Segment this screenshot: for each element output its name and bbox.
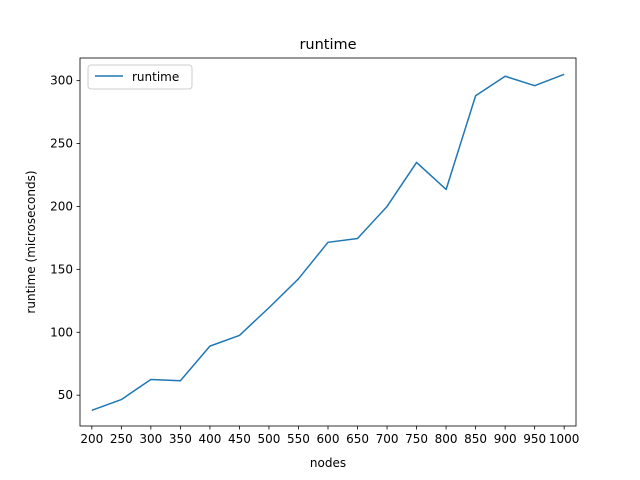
legend-label-runtime: runtime [132, 70, 179, 84]
x-tick-label: 1000 [549, 432, 580, 446]
x-tick-label: 500 [257, 432, 280, 446]
x-tick-label: 350 [169, 432, 192, 446]
x-tick-label: 650 [346, 432, 369, 446]
chart-title: runtime [299, 37, 356, 53]
y-tick-label: 100 [50, 325, 73, 339]
x-tick-label: 800 [435, 432, 458, 446]
plot-area: 200 250 300 350 400 450 500 550 600 650 700 750 800 8… [50, 57, 580, 446]
legend-frame [87, 64, 193, 90]
x-tick-label: 300 [139, 432, 162, 446]
x-tick-label: 600 [317, 432, 340, 446]
plot-frame [79, 57, 577, 427]
x-tick-label: 700 [376, 432, 399, 446]
y-tick-label: 300 [50, 74, 73, 88]
x-tick-label: 250 [110, 432, 133, 446]
x-tick-label: 900 [494, 432, 517, 446]
x-tick-label: 550 [287, 432, 310, 446]
x-tick-label: 450 [228, 432, 251, 446]
legend: runtime [87, 64, 193, 90]
x-tick-label: 750 [405, 432, 428, 446]
x-tick-label: 950 [523, 432, 546, 446]
x-tick-label: 850 [464, 432, 487, 446]
x-axis-label: nodes [310, 456, 346, 470]
y-tick-label: 200 [50, 199, 73, 213]
y-tick-label: 150 [50, 262, 73, 276]
x-tick-label: 200 [80, 432, 103, 446]
y-axis-label: runtime (microseconds) [24, 170, 38, 313]
y-tick-label: 250 [50, 137, 73, 151]
x-tick-label: 400 [198, 432, 221, 446]
y-tick-label: 50 [58, 388, 73, 402]
